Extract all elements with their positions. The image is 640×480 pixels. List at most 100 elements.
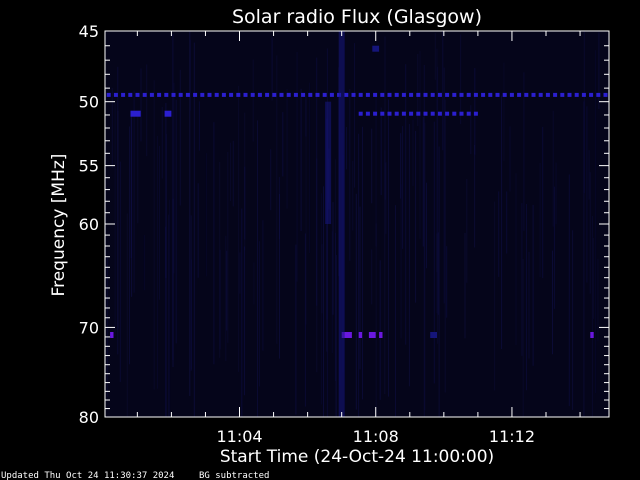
signal-band-segment xyxy=(430,111,435,116)
noise-streak xyxy=(243,246,245,396)
signal-band-segment xyxy=(567,92,572,97)
noise-streak xyxy=(395,205,396,417)
noise-streak xyxy=(190,215,192,371)
noise-streak xyxy=(539,162,541,278)
noise-streak xyxy=(436,48,438,273)
noise-streak xyxy=(433,121,435,384)
noise-streak xyxy=(385,162,387,234)
noise-streak xyxy=(388,99,389,397)
signal-band-segment xyxy=(560,92,565,97)
noise-streak xyxy=(276,55,278,344)
noise-streak xyxy=(592,237,594,319)
y-tick-label: 80 xyxy=(79,408,99,427)
noise-streak xyxy=(506,191,508,254)
noise-streak xyxy=(169,199,171,417)
noise-streak xyxy=(355,193,357,410)
signal-band-segment xyxy=(149,92,154,97)
signal-band-segment xyxy=(178,92,183,97)
noise-streak xyxy=(400,184,402,339)
noise-streak xyxy=(175,99,177,344)
signal-band-segment xyxy=(229,92,234,97)
signal-band-segment xyxy=(272,92,277,97)
signal-band-segment xyxy=(250,92,255,97)
noise-streak xyxy=(117,66,119,355)
x-tick-label: 11:12 xyxy=(489,427,535,446)
signal-band-segment xyxy=(358,92,363,97)
signal-band-segment xyxy=(517,92,522,97)
signal-band-segment xyxy=(380,92,385,97)
noise-streak xyxy=(417,54,419,126)
noise-streak xyxy=(225,235,227,362)
noise-streak xyxy=(213,122,215,365)
noise-streak xyxy=(105,143,107,310)
noise-streak xyxy=(193,42,195,417)
signal-band-segment xyxy=(445,92,450,97)
noise-streak xyxy=(119,161,121,382)
signal-band-segment xyxy=(286,92,291,97)
signal-band-segment xyxy=(365,111,370,116)
noise-streak xyxy=(219,162,221,358)
chart-title: Solar radio Flux (Glasgow) xyxy=(232,6,482,28)
noise-streak xyxy=(553,186,555,309)
noise-streak xyxy=(437,66,439,344)
noise-streak xyxy=(384,36,386,200)
noise-streak xyxy=(438,146,440,417)
updated-timestamp: Updated Thu Oct 24 11:30:37 2024 xyxy=(1,471,174,480)
noise-streak xyxy=(424,122,426,411)
noise-streak xyxy=(589,172,591,294)
noise-streak xyxy=(412,120,414,186)
signal-band-segment xyxy=(394,111,399,116)
signal-band-segment xyxy=(524,92,529,97)
signal-band-segment xyxy=(207,92,212,97)
x-tick-label: 11:08 xyxy=(353,427,399,446)
noise-streak xyxy=(262,220,264,351)
noise-streak xyxy=(515,173,517,345)
noise-streak xyxy=(161,107,163,179)
signal-band-segment xyxy=(437,92,442,97)
noise-streak xyxy=(205,153,207,277)
noise-streak xyxy=(542,126,544,279)
y-axis: 45 50 55 60 70 80 xyxy=(79,22,609,427)
noise-streak xyxy=(305,96,307,137)
noise-streak xyxy=(375,223,377,417)
signal-band-segment xyxy=(257,92,262,97)
noise-streak xyxy=(402,126,404,249)
noise-streak xyxy=(300,88,302,231)
noise-streak xyxy=(335,233,336,382)
signal-band-segment xyxy=(121,92,126,97)
signal-band-segment xyxy=(351,92,356,97)
signal-band-segment xyxy=(581,92,586,97)
noise-streak xyxy=(555,162,557,225)
noise-streak xyxy=(130,112,132,259)
signal-band-segment xyxy=(473,92,478,97)
noise-streak xyxy=(271,37,273,101)
noise-streak xyxy=(509,126,511,192)
y-tick-label: 60 xyxy=(79,215,99,234)
noise-streak xyxy=(384,150,386,394)
noise-streak xyxy=(332,202,334,315)
noise-streak xyxy=(446,246,448,318)
noise-streak xyxy=(189,31,191,396)
signal-band-segment xyxy=(373,111,378,116)
noise-streak xyxy=(331,231,333,354)
signal-band-segment xyxy=(553,92,558,97)
noise-streak xyxy=(230,142,231,201)
noise-streak xyxy=(503,62,505,161)
noise-streak xyxy=(143,235,145,291)
noise-streak xyxy=(129,126,130,365)
signal-band-segment xyxy=(401,92,406,97)
signal-band-segment xyxy=(293,92,298,97)
noise-streak xyxy=(526,204,527,391)
signal-burst xyxy=(358,332,363,338)
noise-streak xyxy=(140,68,142,142)
noise-streak xyxy=(227,151,229,343)
noise-streak xyxy=(423,64,425,418)
noise-streak xyxy=(349,89,351,261)
noise-streak xyxy=(282,112,284,177)
noise-streak xyxy=(252,59,254,142)
signal-band-segment xyxy=(372,45,380,52)
signal-band-segment xyxy=(459,111,464,116)
noise-streak xyxy=(595,50,597,394)
noise-streak xyxy=(444,99,446,393)
noise-streak xyxy=(552,250,553,355)
